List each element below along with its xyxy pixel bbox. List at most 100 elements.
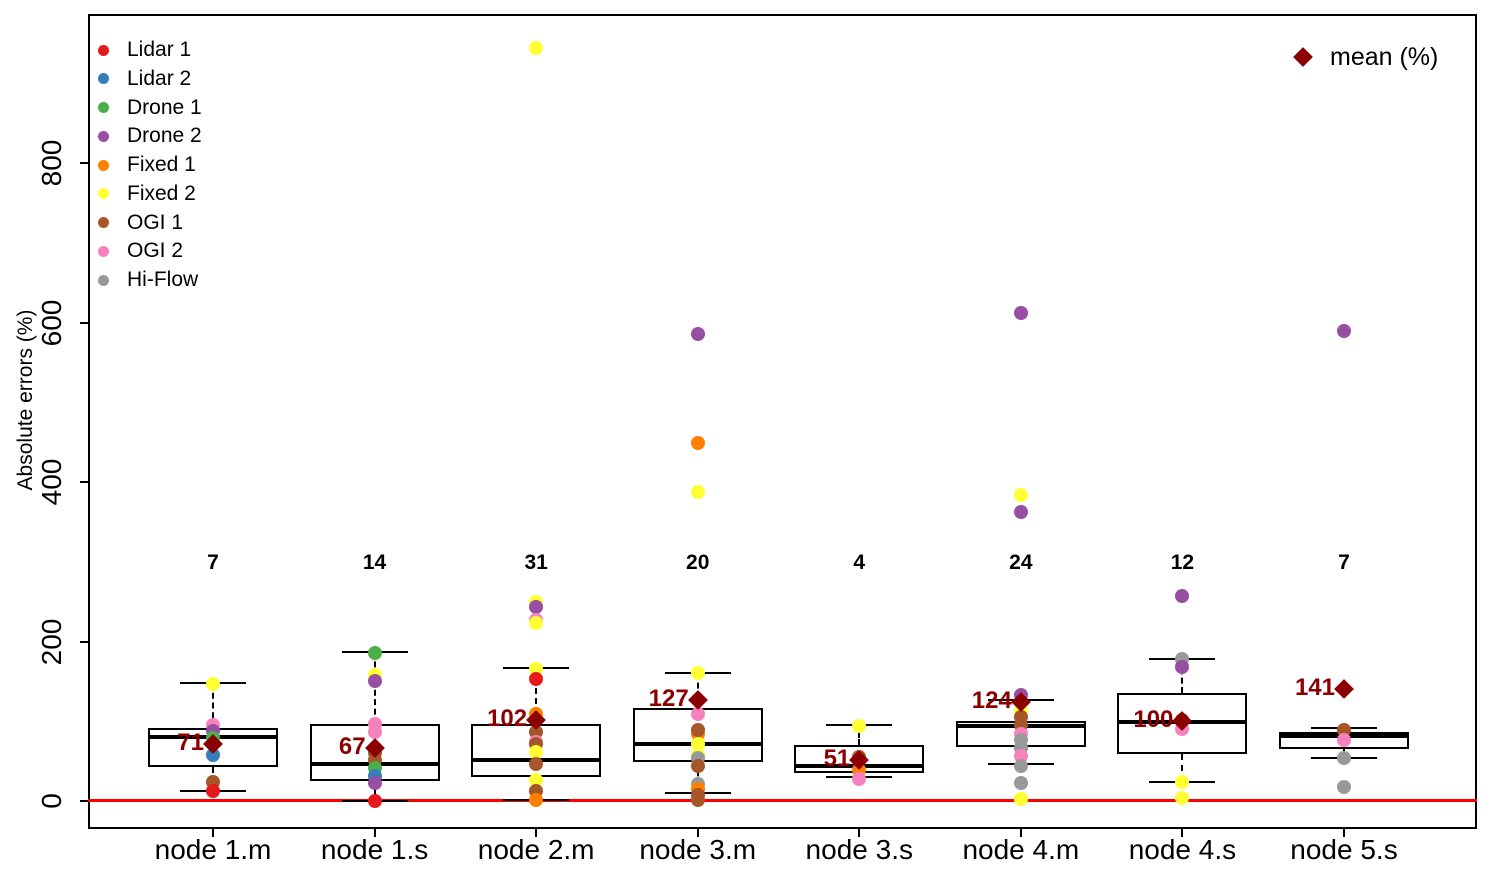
data-point-fixed-1 [690, 435, 705, 450]
data-point-fixed-2 [1013, 792, 1028, 807]
x-tick-mark [1181, 829, 1184, 837]
mean-value-label: 127 [648, 684, 689, 712]
data-point-drone-2 [529, 600, 544, 615]
plot-border [88, 14, 1477, 829]
legend-dot-drone-2 [98, 130, 109, 142]
legend-dot-fixed-2 [98, 188, 109, 200]
count-label: 14 [362, 551, 387, 574]
y-tick-mark [80, 321, 88, 324]
data-point-fixed-2 [852, 719, 867, 734]
count-label: 4 [853, 551, 866, 574]
x-tick-mark [535, 829, 538, 837]
x-tick-label: node 4.m [962, 834, 1080, 865]
legend-label: Drone 1 [127, 95, 202, 119]
legend-label: Drone 2 [127, 124, 202, 148]
data-point-ogi-2 [1336, 732, 1351, 747]
mean-value-label: 71 [177, 729, 204, 757]
data-point-lidar-1 [206, 784, 220, 799]
data-point-fixed-2 [529, 616, 544, 631]
x-tick-label: node 4.s [1128, 834, 1237, 865]
y-tick-mark [80, 162, 88, 164]
count-label: 7 [207, 551, 219, 574]
legend-dot-fixed-1 [98, 159, 109, 171]
mean-value-label: 124 [971, 687, 1012, 715]
x-tick-mark [858, 829, 861, 837]
data-point-ogi-2 [367, 725, 382, 740]
x-tick-label: node 1.m [154, 834, 272, 865]
y-tick-mark [80, 481, 88, 483]
data-point-fixed-2 [1013, 487, 1028, 502]
data-point-ogi-1 [690, 758, 705, 773]
data-point-fixed-2 [1175, 790, 1190, 805]
legend-dot-ogi-1 [98, 217, 109, 228]
count-label: 31 [524, 551, 548, 574]
count-label: 20 [686, 551, 710, 574]
x-tick-mark [373, 829, 376, 837]
count-label: 24 [1009, 551, 1033, 574]
x-tick-label: node 3.s [805, 834, 913, 865]
legend-label: Hi-Flow [127, 268, 199, 291]
data-point-hi-flow [1336, 780, 1351, 795]
data-point-fixed-1 [529, 793, 544, 808]
data-point-drone-2 [1013, 505, 1028, 520]
y-tick-label: 800 [36, 139, 67, 187]
y-tick-label: 0 [36, 793, 67, 809]
y-tick-label: 200 [36, 618, 67, 665]
x-tick-label: node 1.s [320, 834, 429, 865]
mean-diamond [1334, 678, 1354, 699]
mean-value-label: 67 [338, 732, 366, 760]
data-point-ogi-1 [690, 723, 705, 738]
mean-value-label: 100 [1133, 706, 1174, 734]
data-point-ogi-1 [690, 793, 705, 808]
legend-dot-ogi-2 [98, 245, 109, 257]
data-point-hi-flow [1013, 776, 1028, 791]
legend-dot-drone-1 [98, 102, 109, 113]
y-tick-mark [80, 640, 88, 643]
y-tick-label: 400 [36, 458, 67, 506]
data-point-lidar-1 [529, 671, 544, 686]
whisker-lower [1181, 753, 1184, 782]
mean-legend-label: mean (%) [1330, 43, 1439, 71]
y-tick-mark [80, 800, 88, 802]
data-point-ogi-2 [852, 771, 867, 786]
data-point-fixed-2 [529, 41, 544, 56]
data-point-hi-flow [1336, 750, 1351, 765]
data-point-ogi-1 [529, 756, 544, 771]
data-point-lidar-1 [367, 794, 382, 808]
data-point-drone-2 [1013, 305, 1028, 320]
whisker-upper [212, 682, 214, 729]
x-tick-label: node 3.m [639, 834, 757, 865]
mean-value-label: 141 [1294, 673, 1335, 701]
legend-label: Fixed 2 [127, 181, 196, 205]
x-tick-mark [212, 829, 214, 837]
data-point-drone-2 [367, 673, 382, 688]
data-point-drone-2 [1175, 660, 1190, 675]
x-tick-mark [1342, 829, 1345, 837]
data-point-fixed-2 [529, 745, 544, 760]
data-point-drone-2 [1175, 589, 1190, 604]
legend-label: OGI 1 [127, 210, 184, 234]
legend-label: OGI 2 [127, 239, 184, 263]
data-point-fixed-2 [690, 665, 705, 680]
y-tick-label: 600 [36, 299, 67, 346]
whisker-upper [858, 725, 861, 746]
mean-value-label: 102 [487, 704, 528, 732]
whisker-upper [535, 667, 538, 724]
count-label: 12 [1170, 551, 1195, 574]
legend-dot-lidar-1 [98, 44, 109, 56]
legend-label: Fixed 1 [127, 153, 196, 176]
mean-diamond [687, 689, 708, 710]
x-tick-mark [1019, 829, 1022, 837]
legend-dot-hi-flow [98, 274, 109, 286]
data-point-fixed-2 [206, 676, 220, 691]
zero-line [88, 799, 1477, 802]
mean-value-label: 51 [823, 745, 851, 773]
whisker-upper [1181, 659, 1184, 694]
legend-label: Lidar 1 [127, 38, 192, 61]
data-point-fixed-2 [1175, 774, 1190, 789]
data-point-fixed-2 [529, 773, 544, 788]
count-label: 7 [1338, 551, 1350, 574]
legend-dot-lidar-2 [98, 73, 109, 85]
